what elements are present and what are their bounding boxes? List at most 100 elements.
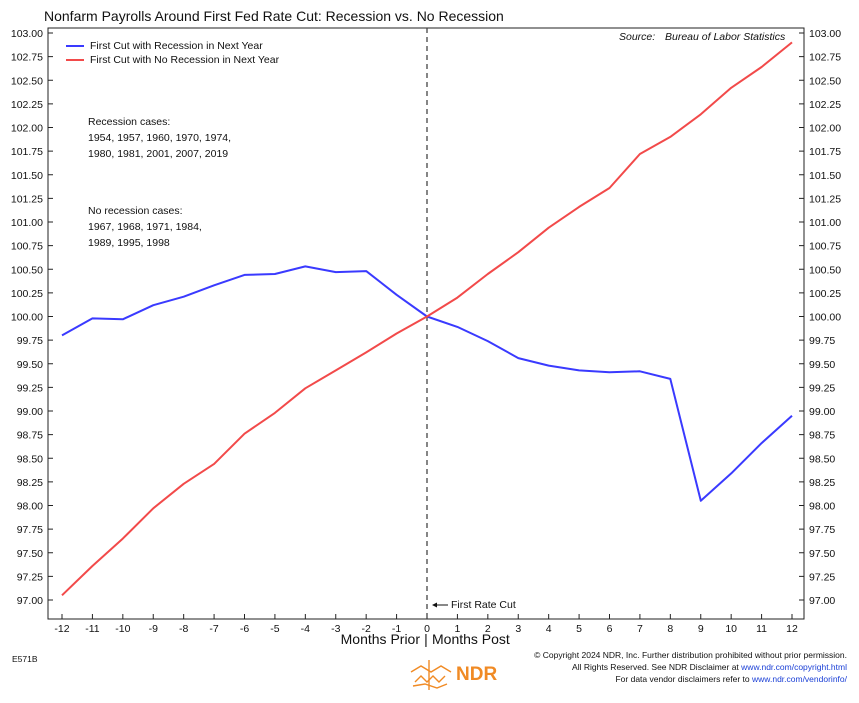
series-layer [61,41,793,597]
x-axis-title-left: Months Prior [341,631,421,647]
x-tick-label: 7 [637,623,643,635]
y-tick-label-right: 101.00 [809,217,841,229]
y-tick-label-right: 98.50 [809,453,835,465]
y-tick-label-left: 100.50 [11,264,43,276]
y-tick-label-left: 102.00 [11,123,43,135]
x-axis-title-separator: | [424,631,428,647]
y-tick-label-right: 102.50 [809,75,841,87]
x-tick-label: 3 [515,623,521,635]
ndr-bull-icon [410,660,452,690]
x-tick-label: 10 [725,623,737,635]
y-tick-label-right: 101.50 [809,170,841,182]
y-tick-label-right: 99.75 [809,335,835,347]
y-axis-left: 97.00 97.25 97.50 97.75 98.00 98.25 98.50 98.75… [11,28,53,607]
footer-vendor-link[interactable]: www.ndr.com/vendorinfo/ [751,674,848,684]
no-recession-cases-line-1: 1967, 1968, 1971, 1984, [88,221,202,233]
y-tick-label-right: 99.25 [809,382,835,394]
y-tick-label-right: 99.50 [809,359,835,371]
y-tick-label-left: 100.00 [11,312,43,324]
source-label: Source: [619,31,655,43]
y-tick-label-left: 98.50 [17,453,43,465]
y-tick-label-right: 97.25 [809,571,835,583]
y-tick-label-left: 101.75 [11,146,43,158]
y-tick-label-left: 99.25 [17,382,43,394]
y-tick-label-right: 100.00 [809,312,841,324]
chart-title: Nonfarm Payrolls Around First Fed Rate C… [44,8,504,24]
recession-cases-note: Recession cases: 1954, 1957, 1960, 1970,… [88,116,231,160]
y-tick-label-left: 100.25 [11,288,43,300]
footer-vendor-prefix: For data vendor disclaimers refer to [615,674,749,684]
y-tick-label-left: 99.00 [17,406,43,418]
y-tick-label-left: 99.75 [17,335,43,347]
x-tick-label: 8 [667,623,673,635]
annotation-arrowhead [432,602,437,608]
x-tick-label: -12 [54,623,69,635]
y-tick-label-left: 102.25 [11,99,43,111]
y-tick-label-left: 97.25 [17,571,43,583]
y-tick-label-right: 102.25 [809,99,841,111]
y-tick-label-right: 100.50 [809,264,841,276]
x-tick-label: -2 [361,623,370,635]
recession-cases-line-1: 1954, 1957, 1960, 1970, 1974, [88,132,231,144]
y-tick-label-right: 97.75 [809,524,835,536]
y-tick-label-left: 99.50 [17,359,43,371]
y-tick-label-left: 97.50 [17,548,43,560]
y-tick-label-right: 100.75 [809,241,841,253]
x-tick-label: -3 [331,623,340,635]
y-tick-label-left: 97.00 [17,595,43,607]
y-tick-label-right: 98.00 [809,501,835,513]
x-tick-label: -10 [115,623,130,635]
x-tick-label: 0 [424,623,430,635]
legend: First Cut with Recession in Next Year Fi… [66,40,280,66]
no-recession-cases-note: No recession cases: 1967, 1968, 1971, 19… [88,205,202,249]
ndr-wordmark: NDR [456,664,497,685]
footer-disclaimer: All Rights Reserved. See NDR Disclaimer … [572,662,847,672]
y-tick-label-left: 102.50 [11,75,43,87]
x-tick-label: -6 [240,623,249,635]
annotation-label: First Rate Cut [451,599,516,611]
series-line-no-recession [61,41,793,597]
y-tick-label-right: 101.25 [809,193,841,205]
y-tick-label-right: 99.00 [809,406,835,418]
x-tick-label: -11 [85,623,100,635]
x-tick-label: 6 [607,623,613,635]
x-tick-label: -1 [392,623,401,635]
x-axis-title: Months Prior | Months Post [341,631,510,647]
no-recession-cases-title: No recession cases: [88,205,183,217]
y-tick-label-right: 98.25 [809,477,835,489]
y-tick-label-left: 98.00 [17,501,43,513]
y-tick-label-right: 102.75 [809,52,841,64]
x-tick-label: 1 [454,623,460,635]
y-tick-label-right: 97.00 [809,595,835,607]
y-tick-label-right: 100.25 [809,288,841,300]
ndr-logo: NDR [410,660,497,690]
y-tick-label-right: 97.50 [809,548,835,560]
footer-disclaimer-link[interactable]: www.ndr.com/copyright.html [740,662,847,672]
x-tick-label: 2 [485,623,491,635]
source-name: Bureau of Labor Statistics [665,31,786,43]
no-recession-cases-line-2: 1989, 1995, 1998 [88,237,170,249]
recession-cases-line-2: 1980, 1981, 2001, 2007, 2019 [88,148,228,160]
x-tick-label: -5 [270,623,279,635]
x-tick-label: 4 [546,623,552,635]
x-axis: -12 -11 -10 -9 -8 -7 -6 -5 -4 -3 -2 -1 0 1 2 3 4 5 6 7 8 9 10 1… [54,614,798,635]
y-tick-label-right: 98.75 [809,430,835,442]
y-axis-right: 97.00 97.25 97.50 97.75 98.00 98.25 98.50 98.75… [799,28,841,607]
legend-label-recession: First Cut with Recession in Next Year [90,40,263,52]
x-tick-label: 9 [698,623,704,635]
x-tick-label: 12 [786,623,798,635]
y-tick-label-left: 98.75 [17,430,43,442]
x-tick-label: -9 [149,623,158,635]
y-tick-label-left: 103.00 [11,28,43,40]
y-tick-label-left: 101.25 [11,193,43,205]
y-tick-label-left: 101.50 [11,170,43,182]
legend-label-no-recession: First Cut with No Recession in Next Year [90,54,280,66]
recession-cases-title: Recession cases: [88,116,170,128]
y-tick-label-right: 103.00 [809,28,841,40]
x-tick-label: 5 [576,623,582,635]
y-tick-label-left: 101.00 [11,217,43,229]
chart-id: E571B [12,654,38,664]
x-tick-label: -7 [209,623,218,635]
y-tick-label-left: 98.25 [17,477,43,489]
